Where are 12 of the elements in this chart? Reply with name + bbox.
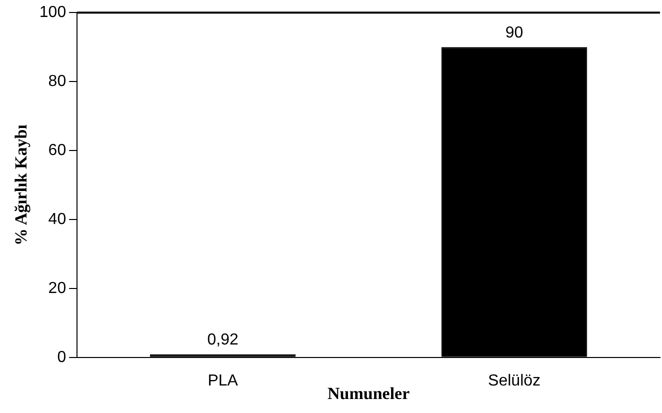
y-tick-label: 80 [48, 72, 66, 90]
data-label: 90 [505, 24, 524, 42]
y-tick-label: 60 [48, 142, 66, 159]
y-tick-label: 40 [48, 210, 66, 228]
y-tick-label: 20 [48, 280, 66, 297]
y-axis-title: % Ağırlık Kaybı [12, 124, 31, 246]
data-label: 0,92 [207, 332, 238, 349]
x-tick-label: PLA [208, 372, 238, 390]
x-axis-title: Numuneler [327, 384, 410, 404]
y-tick-label: 0 [57, 348, 66, 366]
y-tick-label: 100 [39, 4, 66, 22]
x-tick-label: Selülöz [488, 372, 541, 390]
